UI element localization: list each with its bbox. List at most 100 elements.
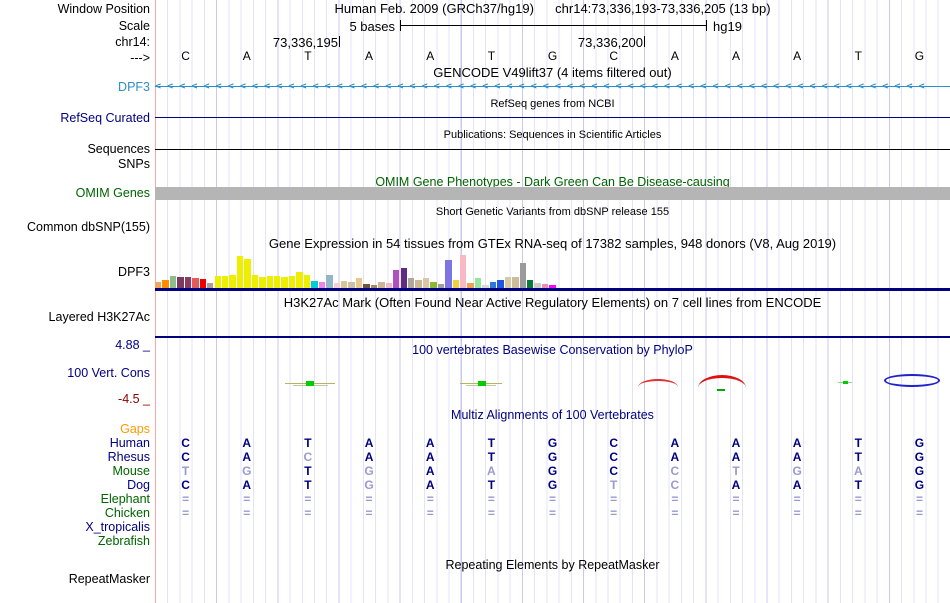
repeatmasker-track-title[interactable]: Repeating Elements by RepeatMasker xyxy=(445,558,660,572)
omim-track-title[interactable]: OMIM Gene Phenotypes - Dark Green Can Be… xyxy=(375,175,730,189)
refseq-gene-line[interactable] xyxy=(155,117,950,118)
alignment-base: G xyxy=(547,478,558,492)
gtex-tissue-bar xyxy=(318,282,326,288)
conservation-mark-olive-dashes xyxy=(460,381,502,386)
species-label-x_tropicalis[interactable]: X_tropicalis xyxy=(85,520,150,534)
alignment-base: T xyxy=(487,436,496,450)
alignment-base: A xyxy=(242,436,252,450)
gtex-gene-label[interactable]: DPF3 xyxy=(118,265,150,279)
species-label-gaps[interactable]: Gaps xyxy=(120,422,150,436)
alignment-base: T xyxy=(732,464,740,478)
multiz-track-title[interactable]: Multiz Alignments of 100 Vertebrates xyxy=(451,408,654,422)
alignment-base: A xyxy=(731,436,741,450)
gencode-track-title[interactable]: GENCODE V49lift37 (4 items filtered out) xyxy=(433,65,672,80)
species-label-dog[interactable]: Dog xyxy=(127,478,150,492)
alignment-base: C xyxy=(181,436,190,450)
phylop-track-title[interactable]: 100 vertebrates Basewise Conservation by… xyxy=(412,343,693,357)
alignment-base: G xyxy=(364,464,374,478)
window-position-header: Human Feb. 2009 (GRCh37/hg19) chr14:73,3… xyxy=(155,2,950,16)
species-label-rhesus[interactable]: Rhesus xyxy=(107,450,150,464)
gtex-tissue-bar xyxy=(259,277,266,288)
species-label-chicken[interactable]: Chicken xyxy=(104,506,150,520)
sequence-base: A xyxy=(242,49,251,63)
h3k27ac-track-label[interactable]: Layered H3K27Ac xyxy=(48,310,150,324)
alignment-base: = xyxy=(732,492,740,506)
alignment-base: C xyxy=(609,450,618,464)
alignment-base: = xyxy=(487,492,495,506)
gtex-tissue-bar xyxy=(229,275,236,288)
gencode-gene-label[interactable]: DPF3 xyxy=(118,80,150,94)
repeatmasker-track-label[interactable]: RepeatMasker xyxy=(68,572,150,586)
alignment-base: C xyxy=(609,436,618,450)
alignment-base: A xyxy=(792,478,802,492)
alignment-base: = xyxy=(426,506,434,520)
scale-ruler xyxy=(400,20,707,31)
gencode-transcript-arrows[interactable]: <<<<<<<<<<<<<<<<<<<<<<<<<<<<<<<<<<<<<<<<… xyxy=(155,81,950,93)
refseq-track-label[interactable]: RefSeq Curated xyxy=(60,111,150,125)
alignment-base: A xyxy=(364,436,374,450)
gtex-tissue-bar xyxy=(430,282,437,288)
gtex-tissue-bar xyxy=(177,277,184,288)
gtex-tissue-bar xyxy=(400,268,407,288)
publications-item-line[interactable] xyxy=(155,149,950,150)
gtex-tissue-bar xyxy=(162,280,169,288)
species-label-mouse[interactable]: Mouse xyxy=(112,464,150,478)
coord-left-tick xyxy=(339,36,340,47)
gtex-tissue-bar xyxy=(244,259,251,288)
omim-track-label[interactable]: OMIM Genes xyxy=(75,186,150,200)
phylop-wiggle-track[interactable] xyxy=(155,370,950,394)
conservation-track-label[interactable]: 100 Vert. Cons xyxy=(67,366,150,380)
h3k27ac-track-title[interactable]: H3K27Ac Mark (Often Found Near Active Re… xyxy=(283,295,822,310)
gtex-tissue-bar xyxy=(460,255,467,288)
alignment-base: = xyxy=(610,506,618,520)
gtex-tissue-bar xyxy=(378,282,385,288)
gtex-tissue-bar xyxy=(534,283,541,288)
sequence-base: A xyxy=(793,49,802,63)
alignment-base: = xyxy=(304,492,312,506)
gtex-tissue-bar xyxy=(512,277,519,288)
alignment-base: T xyxy=(304,478,312,492)
publications-track-title[interactable]: Publications: Sequences in Scientific Ar… xyxy=(443,129,662,141)
gtex-tissue-bar xyxy=(407,278,415,288)
gtex-tissue-bar xyxy=(519,263,526,288)
gtex-tissue-bar xyxy=(199,279,207,288)
alignment-base: C xyxy=(670,478,680,492)
alignment-base: G xyxy=(547,464,558,478)
gtex-expression-bar-chart[interactable] xyxy=(155,252,557,288)
strand-direction-label: ---> xyxy=(130,51,150,65)
species-label-human[interactable]: Human xyxy=(109,436,150,450)
conservation-mark-green-tick xyxy=(838,381,852,384)
gtex-tissue-bar xyxy=(341,281,348,288)
alignment-base: G xyxy=(914,450,925,464)
alignment-base: C xyxy=(670,464,680,478)
species-label-zebrafish[interactable]: Zebrafish xyxy=(97,534,150,548)
refseq-track-title[interactable]: RefSeq genes from NCBI xyxy=(490,98,615,110)
sequences-track-label[interactable]: Sequences xyxy=(87,142,150,156)
sequence-base: C xyxy=(181,49,190,63)
h3k27ac-signal-line[interactable] xyxy=(155,336,950,338)
gtex-tissue-bar xyxy=(541,284,549,288)
gtex-tissue-bar xyxy=(207,283,214,288)
alignment-base: = xyxy=(854,492,862,506)
gtex-tissue-bar xyxy=(281,277,288,288)
gtex-tissue-bar xyxy=(422,278,430,288)
species-label-elephant[interactable]: Elephant xyxy=(100,492,150,506)
snps-track-label[interactable]: SNPs xyxy=(118,157,150,171)
alignment-base: = xyxy=(610,492,618,506)
window-position-label: Window Position xyxy=(57,2,150,16)
gtex-tissue-bar xyxy=(236,256,244,288)
alignment-base: A xyxy=(425,450,435,464)
alignment-base: A xyxy=(670,450,680,464)
gtex-tissue-bar xyxy=(504,277,512,288)
dbsnp-track-title[interactable]: Short Genetic Variants from dbSNP releas… xyxy=(435,206,670,218)
gtex-tissue-bar xyxy=(452,280,459,288)
gtex-track-title[interactable]: Gene Expression in 54 tissues from GTEx … xyxy=(268,236,837,251)
gtex-tissue-bar xyxy=(445,260,452,288)
dbsnp-track-label[interactable]: Common dbSNP(155) xyxy=(27,220,150,234)
alignment-base: T xyxy=(304,464,312,478)
alignment-base: = xyxy=(182,492,190,506)
sequence-base: A xyxy=(365,49,374,63)
omim-gene-bar[interactable] xyxy=(155,187,950,200)
